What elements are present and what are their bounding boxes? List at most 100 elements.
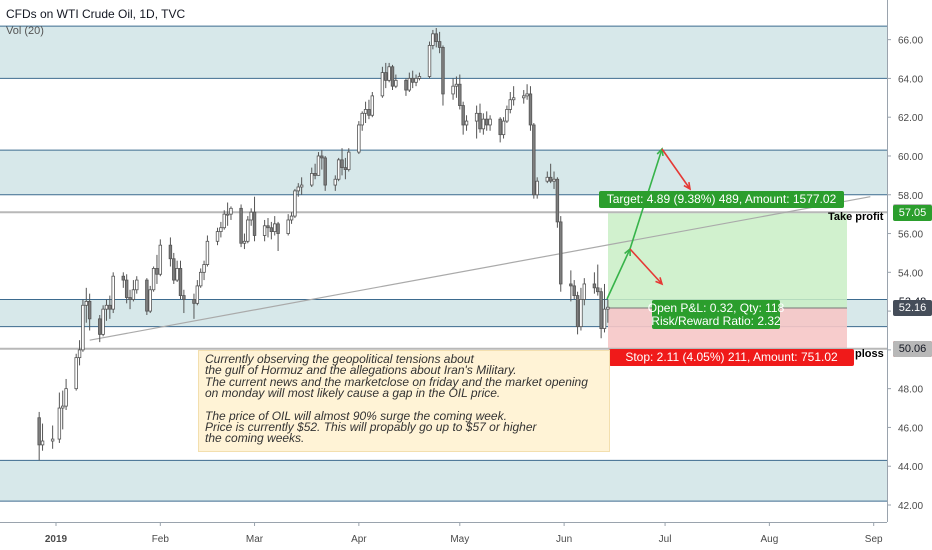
candle (135, 276, 139, 294)
candle (427, 41, 432, 79)
candle-body (172, 258, 176, 281)
candle-body (394, 79, 398, 87)
candle-body (528, 93, 533, 126)
candle-body (175, 268, 179, 281)
candle (108, 295, 112, 319)
arrow-red-1 (629, 248, 664, 286)
candle-body (599, 291, 603, 329)
trend-line (89, 196, 871, 341)
candle-body (552, 178, 556, 182)
y-tick-label: 42.00 (898, 501, 923, 512)
candle-body (286, 219, 290, 234)
candle (222, 210, 226, 230)
candle (64, 378, 68, 410)
candle-body (262, 225, 267, 236)
candle-body (50, 438, 55, 442)
candle (145, 278, 149, 315)
candle-body (57, 407, 62, 440)
candle-body (168, 244, 173, 260)
candle-body (293, 190, 297, 217)
candle-body (596, 287, 600, 293)
candle (511, 86, 516, 106)
candle (61, 390, 65, 430)
target-label-text: Target: 4.89 (9.38%) 489, Amount: 1577.0… (607, 192, 837, 206)
candle-body (276, 223, 280, 234)
candle-body (437, 41, 442, 48)
candle (498, 117, 502, 143)
arrow-red-1-head (655, 277, 664, 286)
candle-body (535, 180, 539, 196)
candle-body (225, 213, 230, 216)
candle-body (434, 33, 438, 42)
candle-body (370, 95, 375, 116)
candle (474, 105, 479, 139)
candle-body (313, 173, 317, 176)
candle (192, 293, 196, 319)
arrow-red-2-head (683, 181, 692, 191)
price-tag-1: 57.05 (893, 205, 932, 222)
candle-body (316, 155, 321, 176)
candle-body (87, 301, 92, 320)
candle (239, 204, 243, 248)
x-tick-label: May (450, 534, 469, 545)
candle (266, 218, 270, 238)
candle-body (77, 349, 82, 359)
candle (50, 425, 55, 449)
candle-body (198, 271, 203, 287)
candle-body (498, 118, 502, 136)
candle-body (575, 295, 580, 328)
candle (182, 289, 186, 314)
candle (602, 283, 607, 333)
candle (40, 423, 45, 451)
candle (552, 171, 556, 189)
candle-body (108, 304, 112, 310)
candle (532, 123, 536, 199)
candle (525, 84, 529, 100)
candle-body (343, 167, 348, 170)
candlestick-series (37, 28, 610, 461)
candle-body (410, 78, 415, 83)
x-tick-label: Mar (246, 534, 264, 545)
candle-body (505, 109, 509, 122)
candle-body (296, 186, 300, 192)
candle (572, 280, 576, 300)
candle-body (202, 264, 206, 273)
zone-3 (0, 460, 887, 502)
candle-body (404, 79, 408, 91)
candle-body (269, 227, 274, 233)
candle-body (239, 207, 243, 244)
candle-body (340, 159, 344, 169)
candle-body (407, 78, 412, 91)
candle-body (219, 227, 223, 233)
candle-body (478, 112, 482, 130)
candle (202, 260, 206, 281)
candle-body (242, 240, 247, 244)
candle-body (310, 173, 314, 186)
analysis-note[interactable]: Currently observing the geopolitical ten… (198, 350, 610, 452)
candle-body (454, 83, 459, 87)
candle-body (485, 118, 489, 126)
candle-body (178, 268, 183, 296)
candle-body (64, 388, 68, 407)
candle (333, 175, 337, 191)
candle-body (273, 223, 277, 233)
candle (390, 64, 395, 91)
x-tick-label: Sep (865, 534, 883, 545)
candle-body (363, 109, 368, 114)
candle (128, 289, 132, 310)
candle (454, 76, 459, 98)
candle-body (222, 213, 226, 229)
candle-body (192, 299, 196, 304)
candle (219, 221, 223, 238)
candle-body (501, 120, 506, 136)
candle-body (333, 178, 337, 186)
candle (458, 74, 462, 110)
candle (461, 101, 465, 135)
zone-1 (0, 150, 887, 195)
candle (111, 272, 115, 314)
candle (367, 99, 371, 120)
candle-body (40, 440, 45, 446)
candle (582, 278, 587, 306)
x-tick-label: Jul (659, 534, 672, 545)
